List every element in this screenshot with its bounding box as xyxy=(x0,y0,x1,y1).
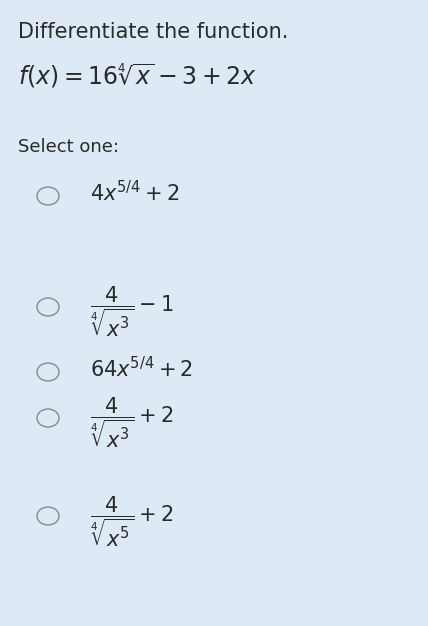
Text: $4x^{5/4} + 2$: $4x^{5/4} + 2$ xyxy=(90,180,179,205)
Text: $64x^{5/4} + 2$: $64x^{5/4} + 2$ xyxy=(90,356,193,381)
Text: $\dfrac{4}{\sqrt[4]{x^3}} - 1$: $\dfrac{4}{\sqrt[4]{x^3}} - 1$ xyxy=(90,285,174,339)
Text: $f(x) = 16\sqrt[4]{x} - 3 + 2x$: $f(x) = 16\sqrt[4]{x} - 3 + 2x$ xyxy=(18,62,257,90)
Text: $\dfrac{4}{\sqrt[4]{x^5}} + 2$: $\dfrac{4}{\sqrt[4]{x^5}} + 2$ xyxy=(90,495,173,549)
Text: $\dfrac{4}{\sqrt[4]{x^3}} + 2$: $\dfrac{4}{\sqrt[4]{x^3}} + 2$ xyxy=(90,396,173,450)
Text: Select one:: Select one: xyxy=(18,138,119,156)
Text: Differentiate the function.: Differentiate the function. xyxy=(18,22,288,42)
